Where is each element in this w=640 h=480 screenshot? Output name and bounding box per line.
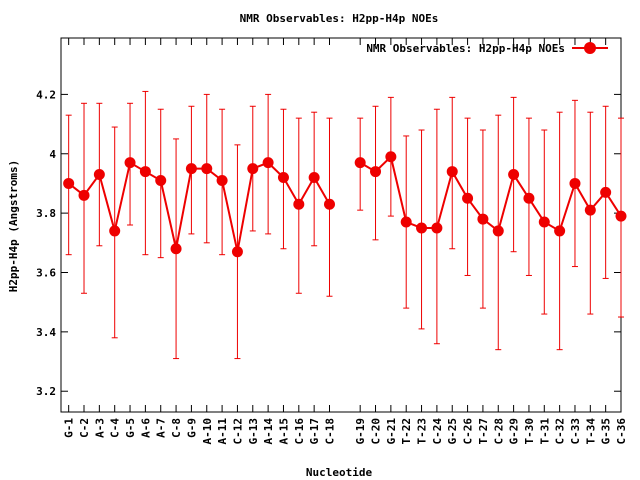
data-point: [78, 189, 90, 201]
data-point: [508, 169, 520, 181]
line-layer: [68, 154, 622, 252]
x-tick-label: C-26: [462, 418, 475, 445]
legend: NMR Observables: H2pp-H4p NOEs: [366, 42, 608, 55]
x-tick-label: G-5: [124, 418, 137, 438]
data-point: [370, 166, 382, 178]
series-line: [68, 161, 331, 252]
x-tick-label: A-6: [139, 418, 152, 438]
x-tick-label: T-34: [584, 418, 597, 445]
x-tick-label: G-29: [508, 418, 521, 445]
x-tick-label: G-19: [354, 418, 367, 445]
data-point: [185, 163, 197, 175]
x-tick-label: C-24: [431, 418, 444, 445]
x-tick-label: C-2: [78, 418, 91, 438]
ticks-layer: 3.2 3.4 3.6 3.8 4 4.2 G-1 C-2 A-3 C-4 G-5 A-6 A-7 C-8…: [36, 38, 628, 445]
x-tick-label: C-36: [615, 418, 628, 445]
data-point: [446, 166, 458, 178]
x-tick-label: T-23: [416, 418, 429, 445]
data-point: [492, 225, 504, 237]
x-tick-label: G-17: [308, 418, 321, 445]
data-point: [400, 216, 412, 228]
data-point: [93, 169, 105, 181]
x-tick-label: T-22: [400, 418, 413, 445]
legend-label: NMR Observables: H2pp-H4p NOEs: [366, 42, 565, 55]
y-tick-label: 3.2: [36, 385, 56, 398]
x-tick-label: T-30: [523, 418, 536, 445]
data-point: [231, 246, 243, 258]
data-point: [216, 174, 228, 186]
x-axis-label: Nucleotide: [306, 466, 373, 479]
data-point: [600, 186, 612, 198]
data-point: [431, 222, 443, 234]
data-point: [538, 216, 550, 228]
data-point: [277, 172, 289, 184]
x-tick-label: C-8: [170, 418, 183, 438]
data-point: [155, 174, 167, 186]
x-tick-label: C-4: [109, 418, 122, 438]
data-point: [109, 225, 121, 237]
data-point: [139, 166, 151, 178]
y-tick-label: 3.4: [36, 326, 56, 339]
x-tick-label: T-27: [477, 418, 490, 445]
x-tick-label: A-3: [93, 418, 106, 438]
data-point: [385, 151, 397, 163]
x-tick-label: C-12: [231, 418, 244, 445]
data-point: [462, 192, 474, 204]
x-tick-label: C-32: [554, 418, 567, 445]
x-tick-label: G-1: [63, 418, 76, 438]
x-tick-label: G-25: [446, 418, 459, 445]
x-tick-label: C-28: [492, 418, 505, 445]
x-tick-label: G-21: [385, 418, 398, 445]
data-point: [170, 243, 182, 255]
x-tick-label: C-16: [293, 418, 306, 445]
data-point: [416, 222, 428, 234]
y-tick-label: 4.2: [36, 88, 56, 101]
data-point: [247, 163, 259, 175]
data-point: [569, 177, 581, 189]
data-point: [554, 225, 566, 237]
series-line: [359, 154, 622, 233]
y-axis-label: H2pp-H4p (Angstroms): [7, 160, 20, 292]
x-tick-label: G-35: [600, 418, 613, 445]
x-tick-label: A-7: [155, 418, 168, 438]
x-tick-label: C-18: [323, 418, 336, 445]
x-tick-label: C-20: [370, 418, 383, 445]
data-point: [323, 198, 335, 210]
y-tick-label: 4: [49, 148, 56, 161]
data-point: [354, 157, 366, 169]
data-point: [584, 204, 596, 216]
legend-marker: [584, 42, 596, 54]
data-point: [201, 163, 213, 175]
x-tick-label: A-15: [277, 418, 290, 445]
chart-title: NMR Observables: H2pp-H4p NOEs: [240, 12, 439, 25]
data-point: [262, 157, 274, 169]
x-tick-label: A-14: [262, 418, 275, 445]
data-point: [293, 198, 305, 210]
x-tick-label: G-13: [247, 418, 260, 445]
data-point: [523, 192, 535, 204]
data-point: [124, 157, 136, 169]
point-layer: [63, 151, 627, 258]
y-tick-label: 3.6: [36, 266, 56, 279]
data-point: [308, 172, 320, 184]
data-point: [615, 210, 627, 222]
y-tick-label: 3.8: [36, 207, 56, 220]
data-point: [63, 177, 75, 189]
x-tick-label: A-10: [201, 418, 214, 445]
x-tick-label: G-9: [185, 418, 198, 438]
x-tick-label: C-33: [569, 418, 582, 445]
data-point: [477, 213, 489, 225]
x-tick-label: T-31: [538, 418, 551, 445]
x-tick-label: A-11: [216, 418, 229, 445]
